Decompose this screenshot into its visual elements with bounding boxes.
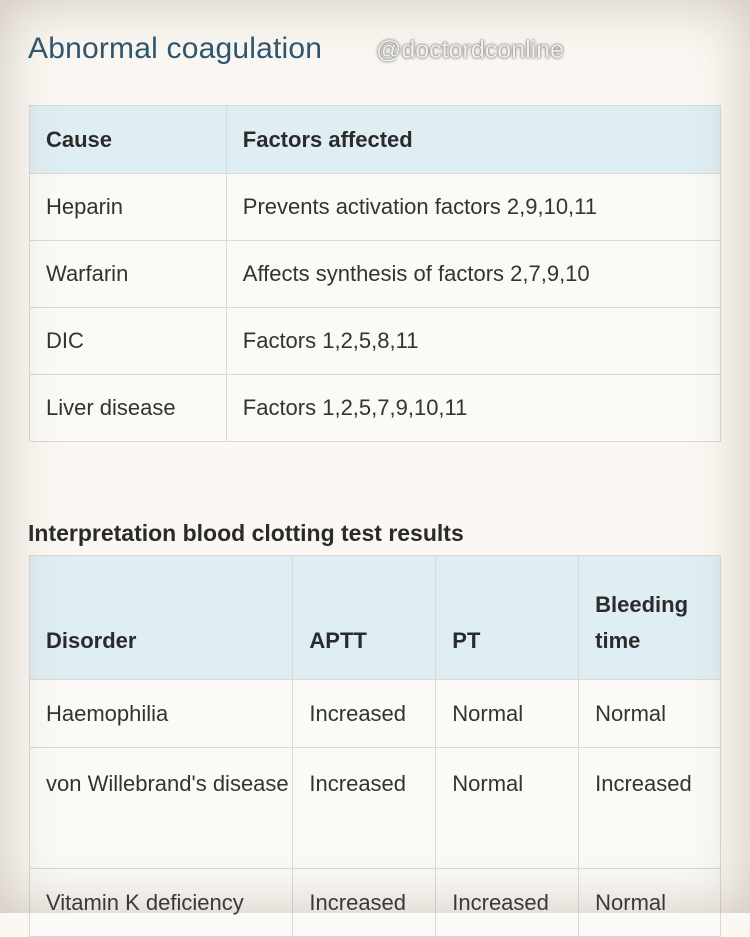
column-header-disorder: Disorder: [28, 555, 294, 680]
factors-cell: Factors 1,2,5,8,11: [225, 307, 722, 375]
cause-cell: DIC: [29, 307, 227, 375]
bleeding-time-cell: Normal: [578, 679, 721, 748]
table-header-row: Disorder APTT PT Bleeding time: [28, 555, 721, 680]
aptt-cell: Increased: [292, 747, 437, 869]
table-row: DIC Factors 1,2,5,8,11: [29, 307, 722, 375]
bleeding-time-cell: Normal: [578, 868, 721, 937]
cause-cell: Heparin: [29, 173, 227, 241]
aptt-cell: Increased: [292, 679, 437, 748]
section-subtitle: Interpretation blood clotting test resul…: [28, 520, 464, 546]
disorder-cell: Vitamin K deficiency: [28, 868, 294, 937]
table-row: Liver disease Factors 1,2,5,7,9,10,11: [29, 374, 722, 442]
column-header-factors-affected: Factors affected: [225, 105, 722, 174]
page-title: Abnormal coagulation: [28, 32, 323, 65]
column-header-bleeding-time: Bleeding time: [578, 555, 721, 680]
coagulation-causes-table: Cause Factors affected Heparin Prevents …: [29, 105, 722, 442]
cause-cell: Warfarin: [29, 240, 227, 308]
table-row: von Willebrand's disease Increased Norma…: [28, 747, 721, 869]
table-row: Vitamin K deficiency Increased Increased…: [28, 868, 721, 937]
page: Abnormal coagulation @doctordconline Cau…: [28, 32, 722, 937]
disorder-cell: Haemophilia: [28, 679, 294, 748]
aptt-cell: Increased: [292, 868, 437, 937]
column-header-cause: Cause: [29, 105, 227, 174]
cause-cell: Liver disease: [29, 374, 227, 442]
watermark: @doctordconline: [376, 36, 564, 64]
column-header-pt: PT: [435, 555, 580, 680]
pt-cell: Normal: [435, 679, 580, 748]
column-header-aptt: APTT: [292, 555, 437, 680]
factors-cell: Factors 1,2,5,7,9,10,11: [225, 374, 722, 442]
pt-cell: Normal: [435, 747, 580, 869]
bleeding-time-cell: Increased: [578, 747, 721, 869]
disorder-cell: von Willebrand's disease: [28, 747, 294, 869]
pt-cell: Increased: [435, 868, 580, 937]
clotting-test-results-table: Disorder APTT PT Bleeding time Haemophil…: [28, 555, 721, 937]
table-header-row: Cause Factors affected: [29, 105, 722, 174]
table-row: Haemophilia Increased Normal Normal: [28, 679, 721, 748]
factors-cell: Affects synthesis of factors 2,7,9,10: [225, 240, 722, 308]
factors-cell: Prevents activation factors 2,9,10,11: [225, 173, 722, 241]
table-row: Heparin Prevents activation factors 2,9,…: [29, 173, 722, 241]
table-row: Warfarin Affects synthesis of factors 2,…: [29, 240, 722, 308]
